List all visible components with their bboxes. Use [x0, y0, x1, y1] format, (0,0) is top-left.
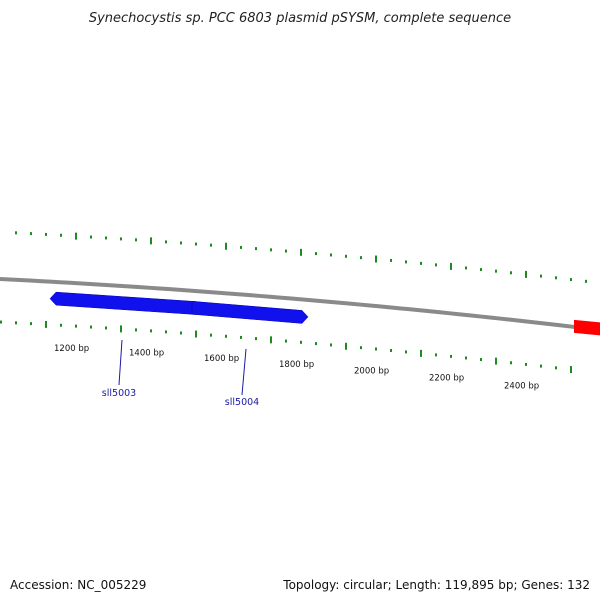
- tick-label: 2200 bp: [429, 374, 464, 384]
- plasmid-backbone: [0, 277, 600, 332]
- inner-tick-track: [0, 320, 572, 374]
- gene-label[interactable]: sll5003: [102, 388, 136, 399]
- gene-sll5004[interactable]: [191, 300, 309, 324]
- tick-label: 1600 bp: [204, 354, 239, 364]
- gene-sll5003[interactable]: [49, 291, 197, 315]
- position-labels: 1200 bp 1400 bp 1600 bp 1800 bp 2000 bp 2200 …: [54, 344, 539, 391]
- gene-leader-line: [241, 348, 247, 396]
- tick-label: 1400 bp: [129, 349, 164, 359]
- gene-features: sll5003 sll5004: [49, 291, 600, 408]
- accession-label: Accession: NC_005229: [10, 578, 147, 592]
- map-title: Synechocystis sp. PCC 6803 plasmid pSYSM…: [89, 11, 511, 26]
- tick-label: 1800 bp: [279, 360, 314, 370]
- gene-forward[interactable]: [574, 319, 600, 336]
- tick-label: 2400 bp: [504, 381, 539, 391]
- gene-leader-line: [118, 339, 123, 386]
- tick-label: 2000 bp: [354, 366, 389, 376]
- tick-label: 1200 bp: [54, 344, 89, 354]
- outer-tick-track: [15, 231, 587, 283]
- sequence-summary: Topology: circular; Length: 119,895 bp; …: [283, 578, 590, 592]
- gene-label[interactable]: sll5004: [225, 397, 259, 408]
